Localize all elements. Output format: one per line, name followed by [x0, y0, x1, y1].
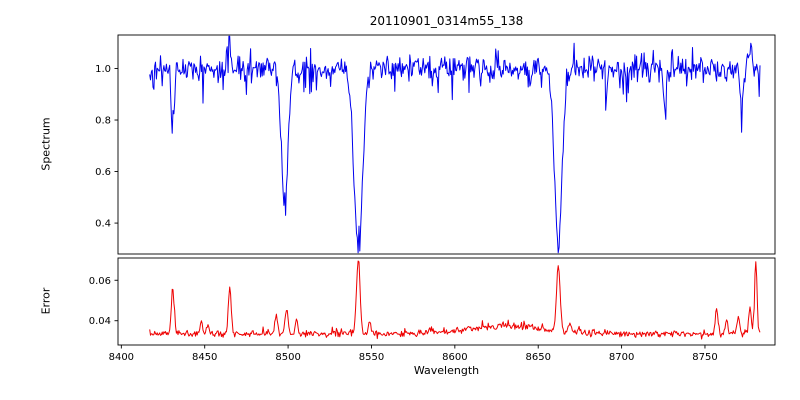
x-tick-label: 8400: [109, 352, 134, 363]
y-tick-label: 0.04: [89, 316, 111, 327]
error-axes-frame: [117, 257, 776, 346]
spectrum-axes-frame: [117, 34, 776, 255]
error-line: [149, 260, 761, 340]
spectrum-line: [149, 35, 761, 254]
x-tick-label: 8700: [609, 352, 634, 363]
x-tick-label: 8500: [275, 352, 300, 363]
y-tick-label: 0.4: [95, 219, 111, 230]
error-y-axis-label: Error: [39, 287, 53, 315]
chart-title: 20110901_0314m55_138: [369, 14, 524, 28]
y-tick-label: 0.06: [89, 276, 111, 287]
y-tick-label: 0.6: [95, 167, 111, 178]
x-axis-label: Wavelength: [413, 364, 480, 377]
y-tick-label: 1.0: [95, 64, 111, 75]
x-tick-label: 8450: [192, 352, 217, 363]
spectrum-y-axis-label: Spectrum: [39, 117, 53, 171]
x-tick-label: 8650: [525, 352, 550, 363]
y-tick-label: 0.8: [95, 116, 111, 127]
x-tick-label: 8550: [359, 352, 384, 363]
x-tick-label: 8600: [442, 352, 467, 363]
x-tick-label: 8750: [692, 352, 717, 363]
